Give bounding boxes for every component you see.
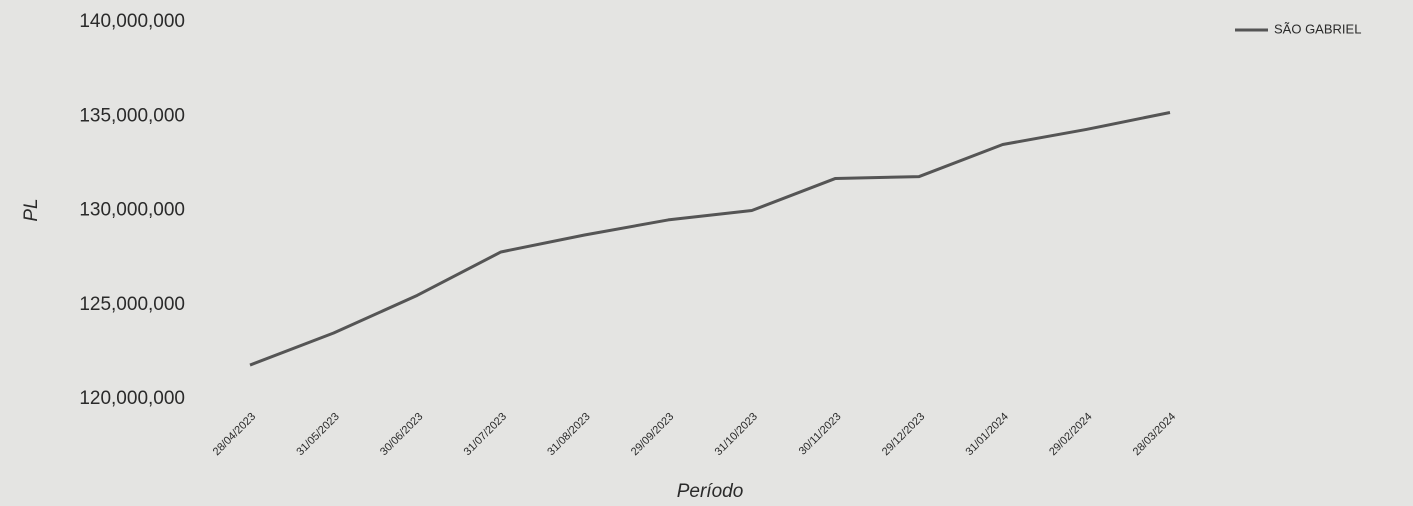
x-tick-label: 30/11/2023 xyxy=(797,411,844,458)
x-tick-label: 29/02/2024 xyxy=(1047,411,1094,458)
x-axis-label: Período xyxy=(677,481,744,502)
x-tick-label: 29/09/2023 xyxy=(629,411,676,458)
y-axis-label: PL xyxy=(21,198,42,221)
y-tick-label: 125,000,000 xyxy=(79,294,185,315)
x-tick-label: 31/01/2024 xyxy=(963,411,1010,458)
x-tick-label: 31/10/2023 xyxy=(713,411,760,458)
series-line xyxy=(249,111,1171,367)
y-tick-label: 135,000,000 xyxy=(79,105,185,126)
x-tick-label: 30/06/2023 xyxy=(378,411,425,458)
x-tick-label: 31/05/2023 xyxy=(294,411,341,458)
x-tick-label: 28/04/2023 xyxy=(211,411,258,458)
y-tick-label: 140,000,000 xyxy=(79,11,185,32)
x-tick-label: 29/12/2023 xyxy=(880,411,927,458)
x-tick-label: 31/07/2023 xyxy=(462,411,509,458)
y-tick-label: 130,000,000 xyxy=(79,200,185,221)
x-tick-label: 28/03/2024 xyxy=(1131,411,1178,458)
x-tick-label: 31/08/2023 xyxy=(545,411,592,458)
y-tick-label: 120,000,000 xyxy=(79,388,185,409)
legend-label: SÃO GABRIEL xyxy=(1274,21,1361,36)
